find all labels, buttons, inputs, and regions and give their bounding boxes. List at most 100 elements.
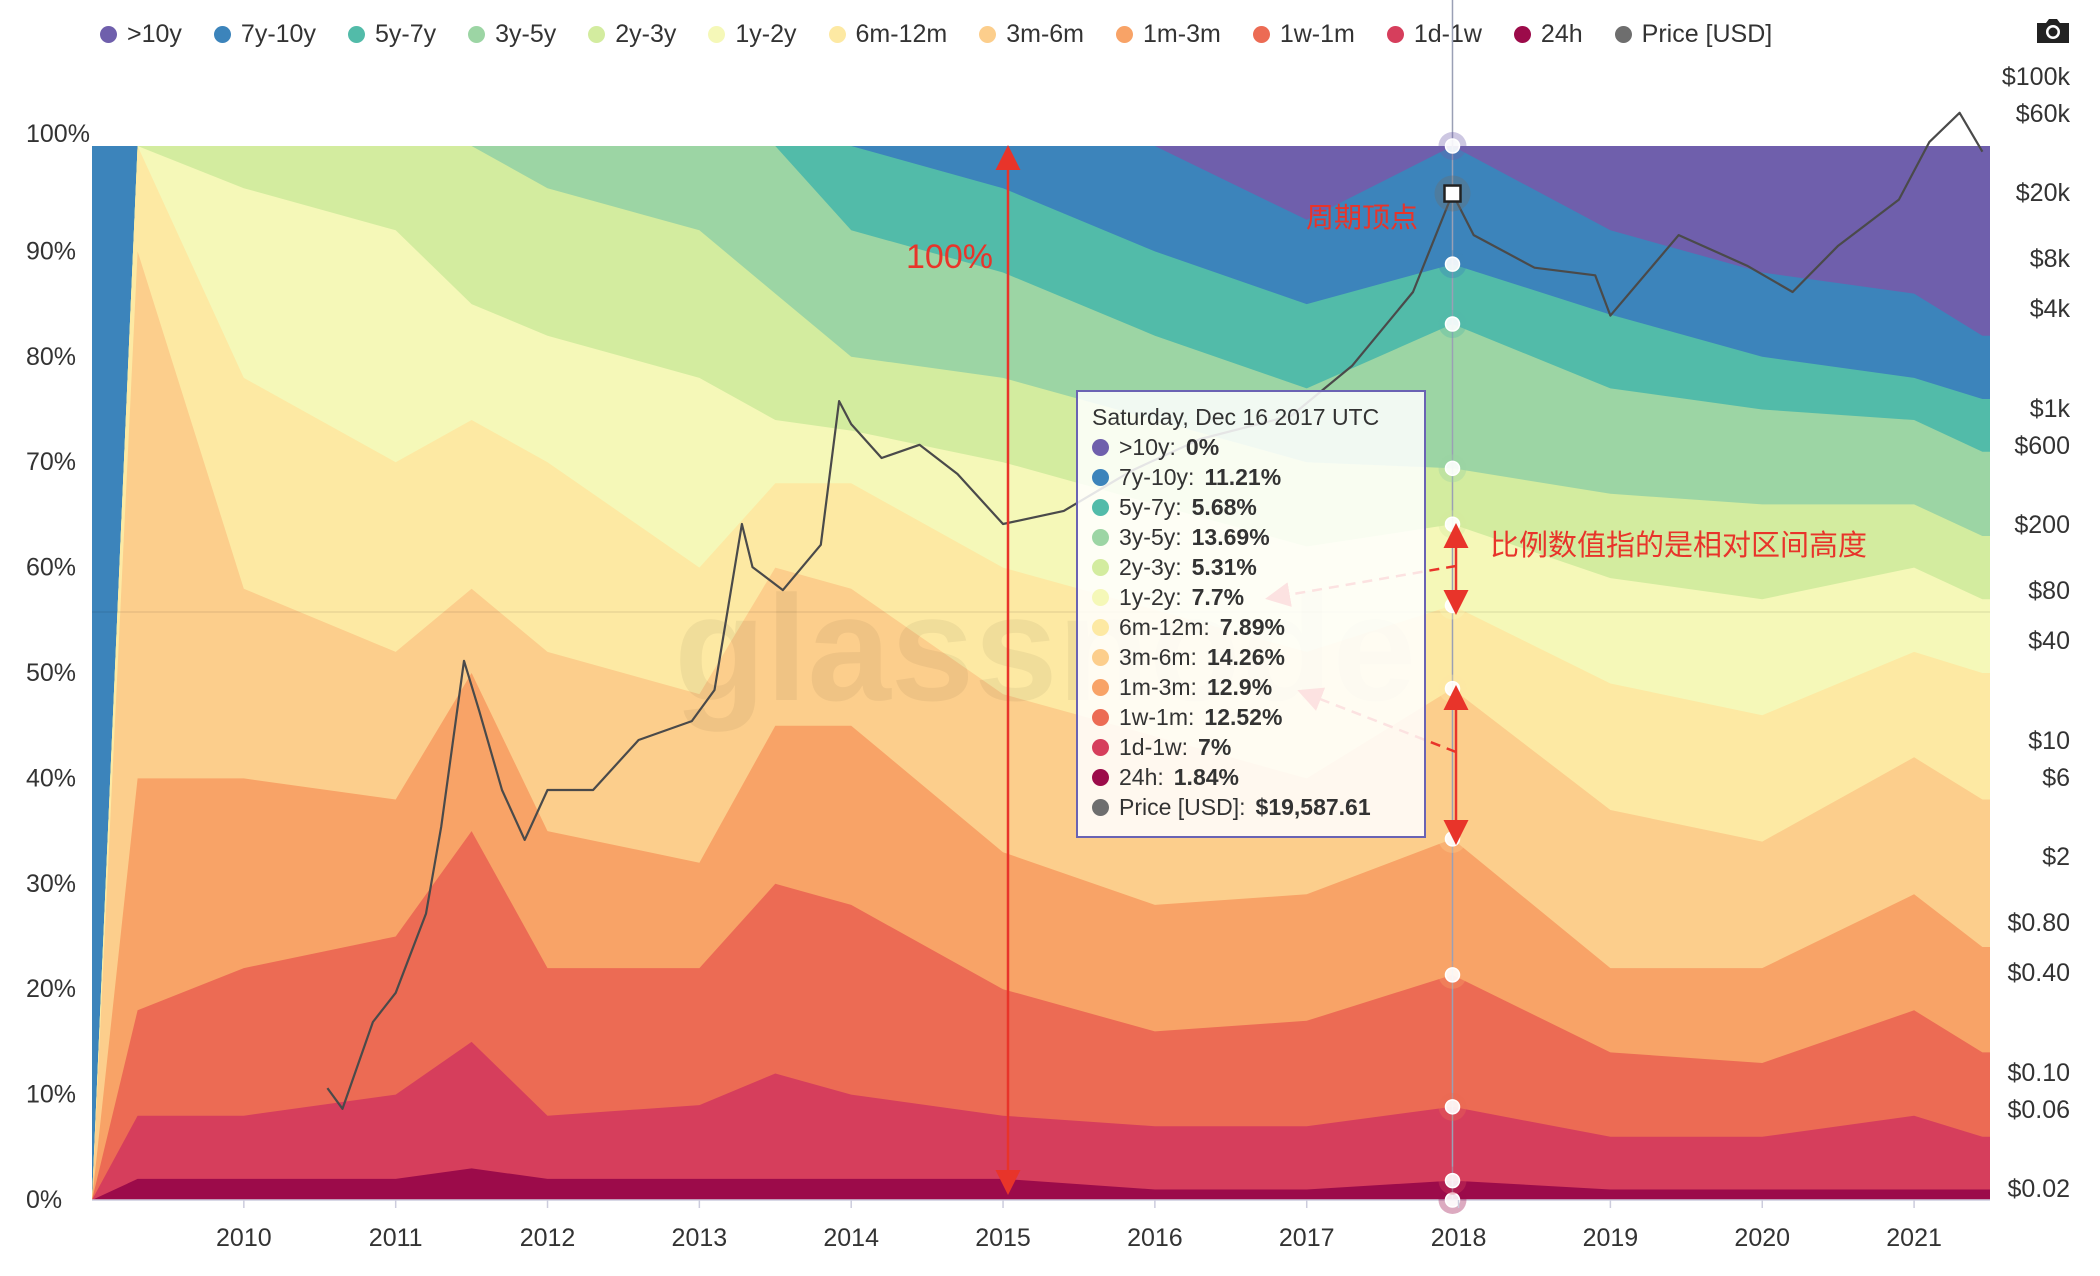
tooltip-dot (1092, 528, 1109, 546)
legend-label: 1m-3m (1143, 19, 1221, 48)
tooltip-label: 1y-2y: (1119, 584, 1182, 610)
legend-item-0[interactable]: >10y (100, 20, 182, 49)
legend-dot (588, 25, 606, 43)
hover-marker (1444, 967, 1461, 983)
y-right-tick-label: $40 (2028, 627, 2070, 655)
tooltip-label: 3m-6m: (1119, 644, 1197, 670)
tooltip-value: 7% (1198, 734, 1232, 760)
tooltip-label: Price [USD]: (1119, 794, 1246, 820)
legend-item-10[interactable]: 1d-1w (1386, 19, 1482, 49)
x-axis: 2010 2011 2012 2013 2014 2015 2016 2017 2018 2019… (216, 1200, 1942, 1252)
full-range-label: 100% (906, 238, 993, 276)
x-tick-label: 2017 (1279, 1224, 1335, 1252)
y-left-tick-label: 80% (26, 343, 76, 371)
tooltip-row: >10y: 0% (1092, 432, 1410, 462)
legend-item-7[interactable]: 3m-6m (979, 20, 1084, 49)
x-tick-label: 2021 (1886, 1224, 1942, 1252)
band-24h (92, 1168, 1990, 1200)
y-right-tick-label: $20k (2016, 179, 2071, 207)
tooltip-dot (1092, 708, 1109, 726)
tooltip-dot (1092, 648, 1109, 666)
legend-label: 24h (1540, 19, 1583, 48)
y-right-tick-label: $0.10 (2007, 1059, 2070, 1087)
tooltip-label: 6m-12m: (1119, 614, 1210, 640)
legend-item-4[interactable]: 2y-3y (588, 20, 676, 49)
tooltip-dot (1092, 498, 1109, 516)
legend-label: >10y (127, 19, 182, 48)
camera-icon[interactable] (2034, 16, 2072, 46)
y-left-tick-label: 30% (26, 870, 76, 898)
tooltip-dot (1092, 798, 1109, 816)
y-left-tick-label: 20% (26, 975, 76, 1003)
legend-label: 1d-1w (1413, 19, 1482, 48)
hover-marker (1444, 256, 1461, 272)
y-right-tick-label: $4k (2030, 295, 2071, 323)
tooltip-value: 14.26% (1206, 644, 1285, 670)
legend-dot (468, 25, 486, 43)
legend-dot (1116, 25, 1134, 43)
tooltip-row: 1m-3m: 12.9% (1092, 672, 1410, 702)
legend-item-11[interactable]: 24h (1513, 19, 1583, 49)
tooltip-value: 12.52% (1204, 704, 1283, 730)
legend-label: 3m-6m (1006, 19, 1085, 48)
y-left-tick-label: 50% (26, 659, 76, 687)
x-tick-label: 2016 (1127, 1224, 1183, 1252)
tooltip-label: 1d-1w: (1119, 734, 1189, 760)
hover-marker (1444, 1192, 1461, 1208)
tooltip-label: 24h: (1119, 764, 1164, 790)
y-right-tick-label: $0.06 (2007, 1096, 2070, 1124)
y-right-tick-label: $0.80 (2007, 909, 2070, 937)
x-tick-label: 2020 (1734, 1224, 1790, 1252)
left-y-axis: 0% 10% 20% 30% 40% 50% 60% 70% 80% 90% 100% (26, 120, 90, 1214)
y-left-tick-label: 100% (26, 120, 90, 148)
tooltip-dot (1092, 738, 1109, 756)
y-left-tick-label: 0% (26, 1186, 62, 1214)
price-line (326, 111, 1984, 1110)
hover-marker (1444, 831, 1461, 847)
y-right-tick-label: $10 (2028, 727, 2070, 755)
y-left-tick-label: 40% (26, 764, 76, 792)
y-right-tick-label: $60k (2016, 100, 2071, 128)
legend-item-6[interactable]: 6m-12m (828, 20, 947, 49)
cycle-top-label: 周期顶点 (1306, 202, 1419, 233)
tooltip-row: 3m-6m: 14.26% (1092, 642, 1410, 672)
legend-dot (1513, 25, 1531, 43)
tooltip-dot (1092, 588, 1109, 606)
tooltip-value: 13.69% (1191, 524, 1270, 550)
hover-marker (1444, 460, 1461, 477)
x-tick-label: 2010 (216, 1224, 272, 1252)
x-tick-label: 2011 (369, 1224, 423, 1252)
y-right-tick-label: $600 (2014, 432, 2070, 460)
legend-label: 3y-5y (495, 19, 557, 48)
legend-item-12[interactable]: Price [USD] (1614, 20, 1772, 49)
legend-label: 1y-2y (735, 19, 797, 48)
price-marker (1443, 184, 1462, 203)
tooltip-label: 2y-3y: (1119, 554, 1182, 580)
legend-item-3[interactable]: 3y-5y (468, 20, 556, 49)
legend-dot (708, 25, 726, 43)
legend-dot (1614, 25, 1632, 43)
tooltip-dot (1092, 438, 1109, 456)
legend-item-9[interactable]: 1w-1m (1252, 20, 1355, 49)
legend-item-2[interactable]: 5y-7y (347, 19, 437, 49)
legend-dot (1386, 25, 1404, 43)
y-right-tick-label: $80 (2028, 577, 2070, 605)
tooltip-value: 11.21% (1204, 464, 1282, 490)
tooltip-row: 7y-10y: 11.21% (1092, 462, 1410, 492)
x-tick-label: 2015 (975, 1224, 1031, 1252)
legend-dot (347, 25, 365, 43)
tooltip-row: 3y-5y: 13.69% (1092, 522, 1410, 552)
tooltip-dot (1092, 618, 1109, 636)
tooltip-dot (1092, 558, 1109, 576)
y-left-tick-label: 90% (26, 237, 76, 265)
x-tick-label: 2019 (1583, 1224, 1639, 1252)
legend-label: 5y-7y (374, 19, 437, 48)
tooltip-value: 5.68% (1191, 494, 1257, 520)
y-right-tick-label: $1k (2030, 395, 2071, 423)
y-left-tick-label: 10% (26, 1081, 76, 1109)
legend-item-5[interactable]: 1y-2y (708, 19, 797, 49)
legend-item-1[interactable]: 7y-10y (213, 20, 316, 49)
tooltip-dot (1092, 468, 1109, 486)
legend-item-8[interactable]: 1m-3m (1116, 20, 1221, 49)
